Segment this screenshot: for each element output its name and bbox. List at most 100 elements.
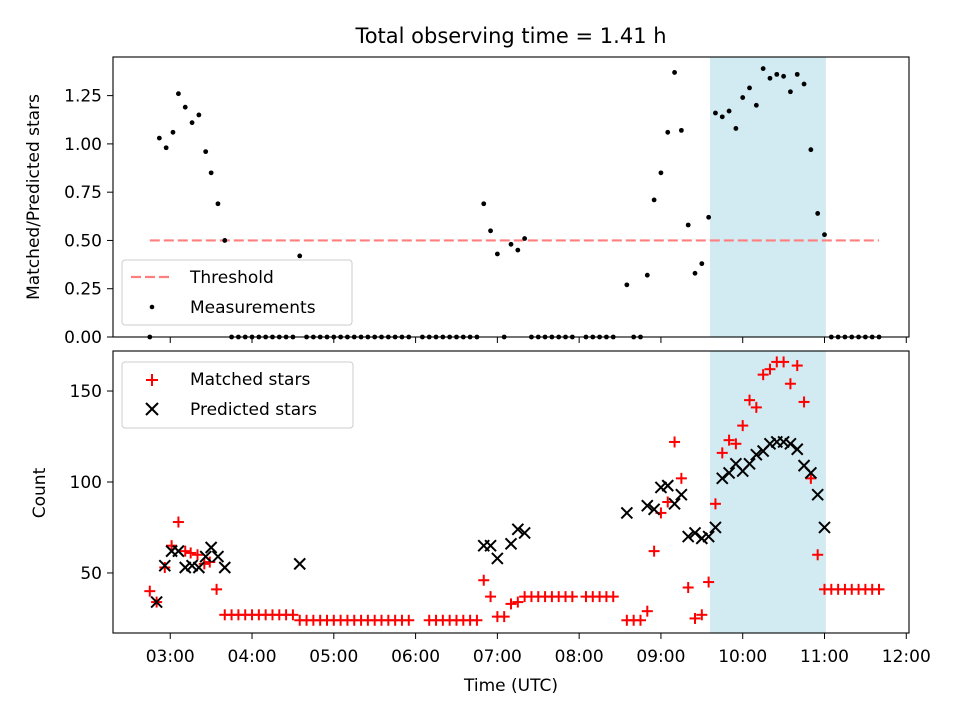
measurement-point <box>208 170 214 176</box>
measurement-point <box>481 201 487 207</box>
legend-measurements-label: Measurements <box>190 298 316 318</box>
predicted-star-marker <box>158 559 172 572</box>
bottom-y-tick-label: 150 <box>70 382 102 402</box>
predicted-star-marker <box>818 521 831 534</box>
matched-star-marker <box>211 583 223 595</box>
predicted-star-marker <box>722 466 736 480</box>
legend-matched-swatch <box>146 374 158 386</box>
measurement-point <box>794 71 800 77</box>
bottom-x-tick-label: 09:00 <box>636 647 685 667</box>
matched-star-marker <box>716 447 728 459</box>
predicted-star-marker <box>661 479 674 492</box>
measurement-point <box>808 147 814 153</box>
measurement-point <box>203 149 209 155</box>
predicted-star-marker <box>491 552 504 565</box>
top-chart-title: Total observing time = 1.41 h <box>354 24 666 48</box>
bottom-y-axis-ticks: 50 100 150 <box>70 382 113 584</box>
matched-star-marker <box>798 396 810 408</box>
matched-star-marker <box>198 558 210 570</box>
predicted-star-marker <box>518 526 531 540</box>
measurement-point <box>767 75 773 81</box>
matched-star-marker <box>287 609 299 621</box>
matched-star-marker <box>669 436 681 448</box>
matched-star-marker <box>723 434 735 446</box>
predicted-star-marker <box>511 523 525 536</box>
predicted-star-marker <box>709 521 722 534</box>
measurement-point <box>189 120 195 126</box>
measurement-point <box>488 228 493 234</box>
measurement-point <box>176 91 181 97</box>
measurement-point <box>788 89 793 95</box>
measurement-point <box>624 282 630 288</box>
measurement-point <box>706 214 712 220</box>
measurement-point <box>692 270 698 276</box>
measurement-point <box>747 85 752 91</box>
bottom-x-tick-label: 11:00 <box>800 647 849 667</box>
predicted-star-marker <box>192 561 206 574</box>
top-y-tick-label: 1.25 <box>64 87 102 107</box>
predicted-star-marker <box>218 561 231 574</box>
matched-star-markers <box>144 356 885 626</box>
matched-star-marker <box>172 516 184 528</box>
bottom-x-axis-ticks: 03:00 04:00 05:00 06:00 07:00 08:00 09:00 10:00… <box>146 633 931 667</box>
top-y-tick-label: 0.25 <box>64 280 102 300</box>
measurement-point <box>182 104 188 110</box>
matched-star-marker <box>159 562 171 574</box>
top-panel: Total observing time = 1.41 h 0.00 0.25 0.… <box>24 24 910 348</box>
measurement-point <box>699 261 705 267</box>
matched-star-marker <box>607 591 619 603</box>
matched-star-marker <box>730 438 742 450</box>
predicted-star-marker <box>811 488 824 501</box>
matched-star-marker <box>805 472 817 484</box>
matched-star-marker <box>641 605 653 617</box>
matched-star-marker <box>709 498 721 510</box>
matched-star-marker <box>505 598 517 610</box>
bottom-legend-frame <box>121 361 354 429</box>
predicted-star-marker <box>804 466 818 480</box>
matched-star-marker <box>403 614 415 626</box>
bottom-x-tick-label: 05:00 <box>309 647 358 667</box>
predicted-star-marker <box>681 530 695 543</box>
predicted-star-marker <box>199 550 212 563</box>
measurement-point <box>156 135 162 141</box>
predicted-star-marker <box>620 506 634 520</box>
matched-star-marker <box>478 574 490 586</box>
matched-star-marker <box>471 614 483 626</box>
matched-star-marker <box>682 582 694 594</box>
measurement-point <box>515 247 521 253</box>
measurement-point <box>665 129 671 135</box>
predicted-star-marker <box>702 530 715 543</box>
legend-predicted-label: Predicted stars <box>190 400 317 420</box>
measurement-point <box>815 211 821 216</box>
bottom-y-axis-label: Count <box>30 467 50 518</box>
top-y-tick-label: 0.50 <box>64 231 102 251</box>
measurement-point <box>760 66 766 71</box>
matched-star-marker <box>192 549 204 561</box>
measurement-point <box>163 145 169 151</box>
predicted-star-marker <box>750 448 763 461</box>
matched-star-marker <box>185 547 197 559</box>
measurement-point <box>733 126 739 131</box>
measurement-point <box>508 241 514 247</box>
matched-star-marker <box>696 609 708 621</box>
measurement-point <box>170 129 176 135</box>
matched-star-marker <box>485 591 497 603</box>
bottom-y-tick-label: 100 <box>70 473 102 493</box>
top-shaded-region <box>710 57 826 337</box>
matched-star-marker <box>784 378 796 390</box>
predicted-star-marker <box>150 595 163 609</box>
predicted-star-marker <box>743 457 756 471</box>
top-y-tick-label: 0.00 <box>64 328 102 348</box>
bottom-shaded-region <box>710 351 826 633</box>
predicted-star-markers <box>150 435 831 609</box>
matched-star-marker <box>703 576 715 588</box>
measurement-point <box>774 71 780 77</box>
measurement-point <box>522 236 528 241</box>
measurement-point <box>215 201 221 207</box>
legend-threshold-label: Threshold <box>189 268 274 288</box>
measurement-point <box>753 102 759 108</box>
top-legend-frame <box>121 259 353 326</box>
matched-star-marker <box>634 614 646 626</box>
matched-star-marker <box>512 596 524 608</box>
